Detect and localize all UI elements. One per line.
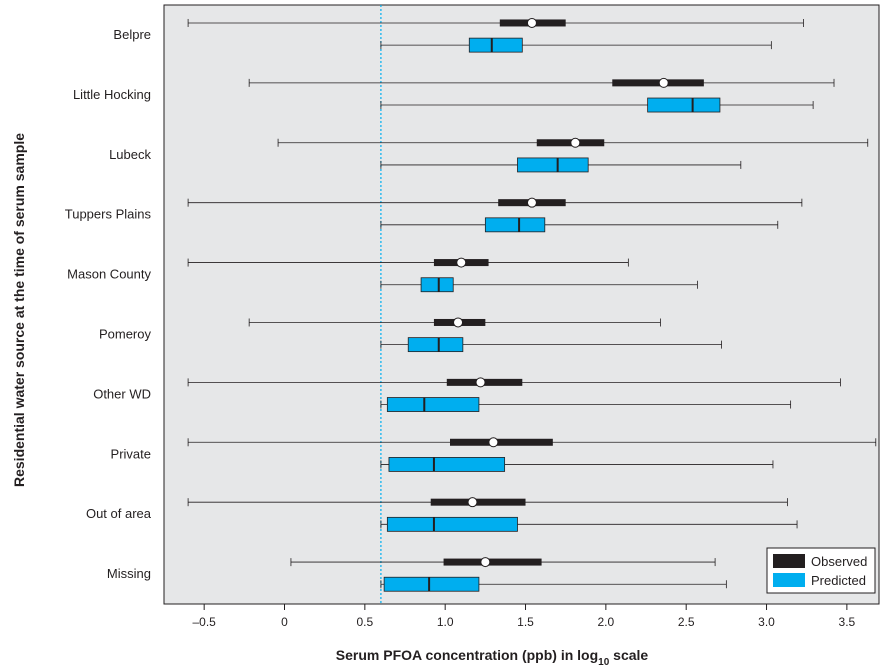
category-label-little-hocking: Little Hocking — [73, 87, 151, 102]
x-axis-title-subscript: 10 — [598, 657, 610, 668]
legend-label-predicted: Predicted — [811, 573, 866, 588]
x-tick-label: 3.5 — [839, 615, 856, 629]
y-axis-title: Residential water source at the time of … — [11, 133, 27, 487]
predicted-iqr — [383, 576, 480, 592]
observed-iqr — [443, 558, 542, 566]
predicted-box-private — [380, 457, 774, 472]
legend-swatch-observed — [773, 554, 805, 568]
observed-iqr — [430, 498, 526, 506]
observed-box-other-wd — [187, 377, 841, 388]
x-tick-label: 0.5 — [356, 615, 373, 629]
x-tick-label: 0 — [281, 615, 288, 629]
x-axis-title-main: Serum PFOA concentration (ppb) in log — [336, 647, 598, 663]
predicted-iqr — [484, 217, 546, 233]
category-label-out-of-area: Out of area — [86, 506, 152, 521]
category-label-pomeroy: Pomeroy — [99, 326, 152, 341]
x-axis: –0.5 0 0.5 1.0 1.5 2.0 2.5 3.0 3.5 — [192, 604, 856, 629]
observed-box-pomeroy — [248, 317, 661, 328]
plot-area — [163, 4, 880, 605]
box-series — [187, 17, 877, 592]
observed-box-missing — [290, 557, 716, 568]
legend-swatch-predicted — [773, 573, 805, 587]
x-tick-label: 2.0 — [598, 615, 615, 629]
observed-median — [488, 437, 499, 448]
observed-median — [475, 377, 486, 388]
observed-box-tuppers-plains — [187, 197, 803, 208]
predicted-box-out-of-area — [380, 516, 798, 532]
observed-box-lubeck — [277, 137, 869, 148]
legend-label-observed: Observed — [811, 554, 867, 569]
predicted-iqr — [647, 97, 721, 113]
predicted-box-little-hocking — [380, 97, 814, 113]
predicted-box-missing — [380, 576, 727, 592]
x-tick-label: 3.0 — [758, 615, 775, 629]
category-label-lubeck: Lubeck — [109, 147, 151, 162]
observed-median — [453, 317, 464, 328]
observed-box-mason-county — [187, 257, 629, 268]
predicted-iqr — [386, 516, 518, 532]
category-label-private: Private — [111, 446, 151, 461]
observed-box-belpre — [187, 17, 804, 28]
predicted-iqr — [420, 277, 454, 293]
predicted-box-pomeroy — [380, 337, 722, 353]
category-label-other-wd: Other WD — [93, 386, 151, 401]
observed-box-private — [187, 437, 877, 448]
x-tick-label: –0.5 — [192, 615, 216, 629]
legend: Observed Predicted — [766, 547, 876, 594]
observed-median — [467, 497, 478, 508]
predicted-iqr — [388, 457, 506, 472]
category-label-mason-county: Mason County — [67, 267, 151, 282]
predicted-box-belpre — [380, 37, 772, 53]
observed-box-little-hocking — [248, 77, 835, 88]
category-label-belpre: Belpre — [113, 27, 151, 42]
x-tick-label: 1.0 — [437, 615, 454, 629]
predicted-box-tuppers-plains — [380, 217, 779, 233]
observed-median — [658, 77, 669, 88]
category-labels: Belpre Little Hocking Lubeck Tuppers Plains… — [65, 27, 152, 581]
predicted-iqr — [517, 157, 589, 173]
observed-box-out-of-area — [187, 497, 788, 508]
observed-median — [526, 17, 537, 28]
observed-median — [456, 257, 467, 268]
predicted-box-lubeck — [380, 157, 742, 173]
x-axis-title-tail: scale — [609, 647, 648, 663]
predicted-iqr — [468, 37, 523, 53]
observed-iqr — [450, 438, 553, 446]
observed-median — [570, 137, 581, 148]
predicted-box-other-wd — [380, 397, 792, 412]
observed-iqr — [612, 79, 704, 87]
predicted-box-mason-county — [380, 277, 698, 293]
x-axis-title: Serum PFOA concentration (ppb) in log10 … — [336, 647, 649, 668]
category-label-tuppers-plains: Tuppers Plains — [65, 207, 152, 222]
x-tick-label: 1.5 — [517, 615, 534, 629]
observed-median — [526, 197, 537, 208]
predicted-iqr — [407, 337, 464, 353]
predicted-iqr — [386, 397, 480, 412]
x-tick-label: 2.5 — [678, 615, 695, 629]
observed-median — [480, 557, 491, 568]
category-label-missing: Missing — [107, 566, 151, 581]
